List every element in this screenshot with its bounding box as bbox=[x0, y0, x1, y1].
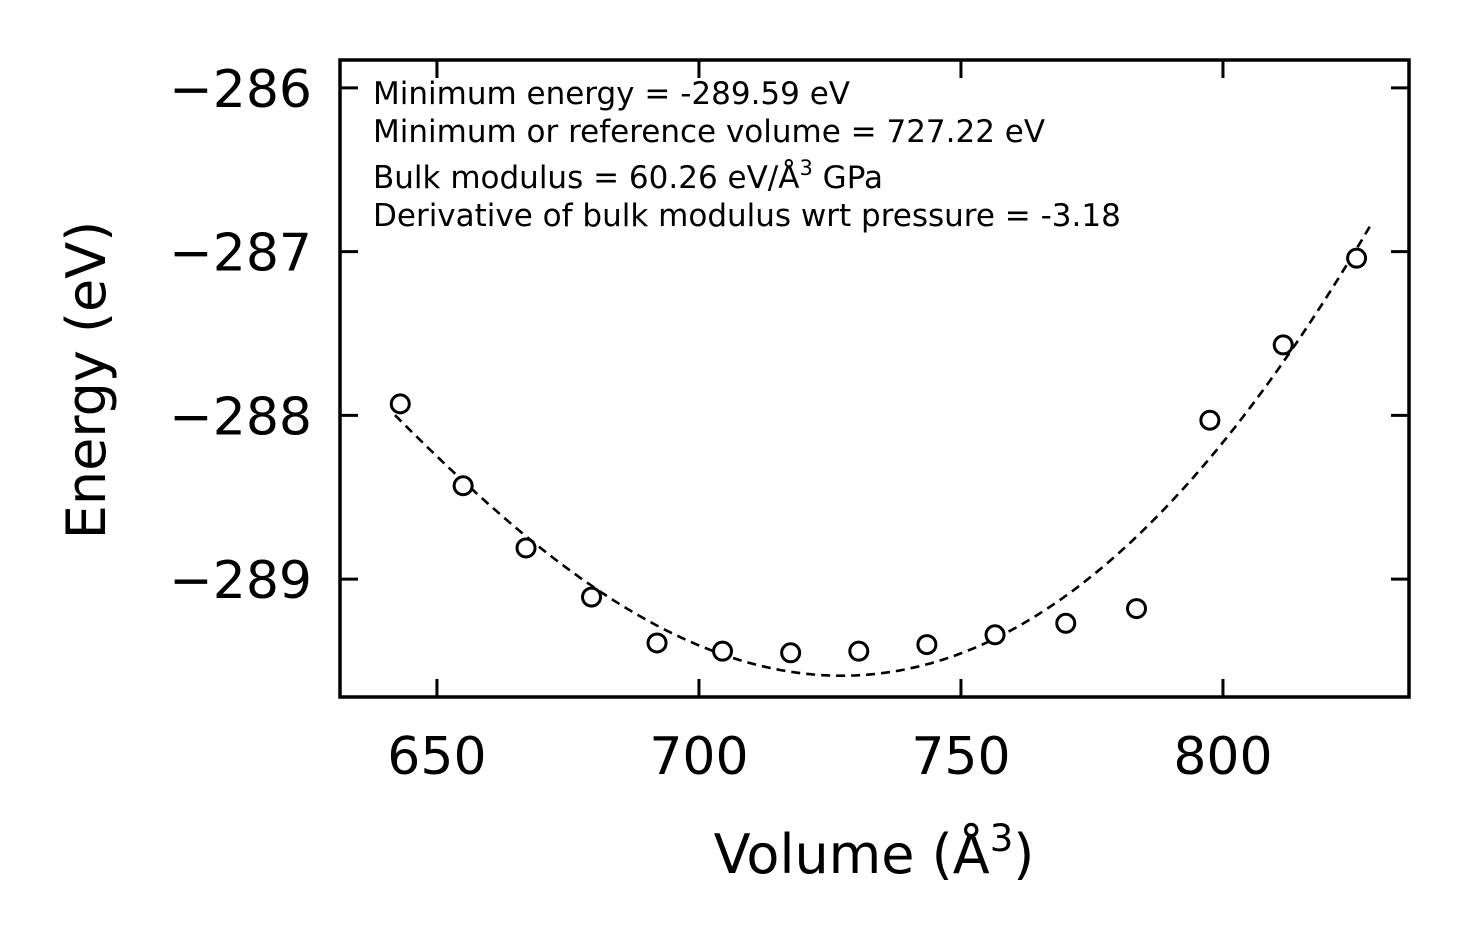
data-point bbox=[848, 640, 870, 662]
annotation-bulk-modulus: Bulk modulus = 60.26 eV/Å3 GPa bbox=[373, 156, 883, 196]
data-points bbox=[389, 247, 1368, 664]
fit-layer bbox=[394, 226, 1371, 678]
axis-ticks: 650 700 750 800 −286 −287 −288 −289 bbox=[169, 60, 1409, 787]
y-tick-label: −289 bbox=[169, 551, 312, 611]
bulk-modulus-suffix: GPa bbox=[813, 160, 883, 196]
x-axis-label-suffix: ) bbox=[1013, 823, 1034, 886]
annotation-ref-volume: Minimum or reference volume = 727.22 eV bbox=[373, 114, 1045, 150]
axes-frame bbox=[338, 58, 1411, 699]
bulk-modulus-prefix: Bulk modulus = 60.26 eV/Å bbox=[373, 160, 799, 196]
data-point bbox=[452, 475, 474, 497]
data-point bbox=[1272, 334, 1294, 356]
data-point bbox=[916, 634, 938, 656]
fit-curve bbox=[394, 226, 1371, 678]
data-point bbox=[712, 640, 734, 662]
data-point bbox=[1199, 409, 1221, 431]
x-tick-label: 650 bbox=[387, 727, 486, 787]
x-axis-label-prefix: Volume (Å bbox=[714, 822, 990, 886]
data-point bbox=[984, 624, 1006, 646]
y-tick-label: −287 bbox=[169, 224, 312, 284]
x-tick-label: 700 bbox=[649, 727, 748, 787]
bulk-modulus-sup: 3 bbox=[799, 156, 812, 180]
y-tick-label: −286 bbox=[169, 60, 312, 120]
annotation-min-energy: Minimum energy = -289.59 eV bbox=[373, 76, 850, 112]
y-axis-label: Energy (eV) bbox=[55, 221, 118, 540]
y-tick-label: −288 bbox=[169, 387, 312, 447]
plot-area bbox=[389, 226, 1371, 678]
x-tick-label: 750 bbox=[911, 727, 1010, 787]
data-point bbox=[646, 632, 668, 654]
annotation-block: Minimum energy = -289.59 eV Minimum or r… bbox=[373, 76, 1121, 234]
x-axis-label: Volume (Å3) bbox=[714, 817, 1035, 886]
data-point bbox=[1346, 247, 1368, 269]
x-tick-label: 800 bbox=[1173, 727, 1272, 787]
data-point bbox=[1055, 612, 1077, 634]
x-axis-label-sup: 3 bbox=[990, 817, 1014, 860]
data-point bbox=[1126, 598, 1148, 620]
annotation-bulk-derivative: Derivative of bulk modulus wrt pressure … bbox=[373, 198, 1121, 234]
data-point bbox=[581, 586, 603, 608]
data-point bbox=[389, 393, 411, 415]
data-point bbox=[780, 642, 802, 664]
data-point bbox=[515, 537, 537, 559]
